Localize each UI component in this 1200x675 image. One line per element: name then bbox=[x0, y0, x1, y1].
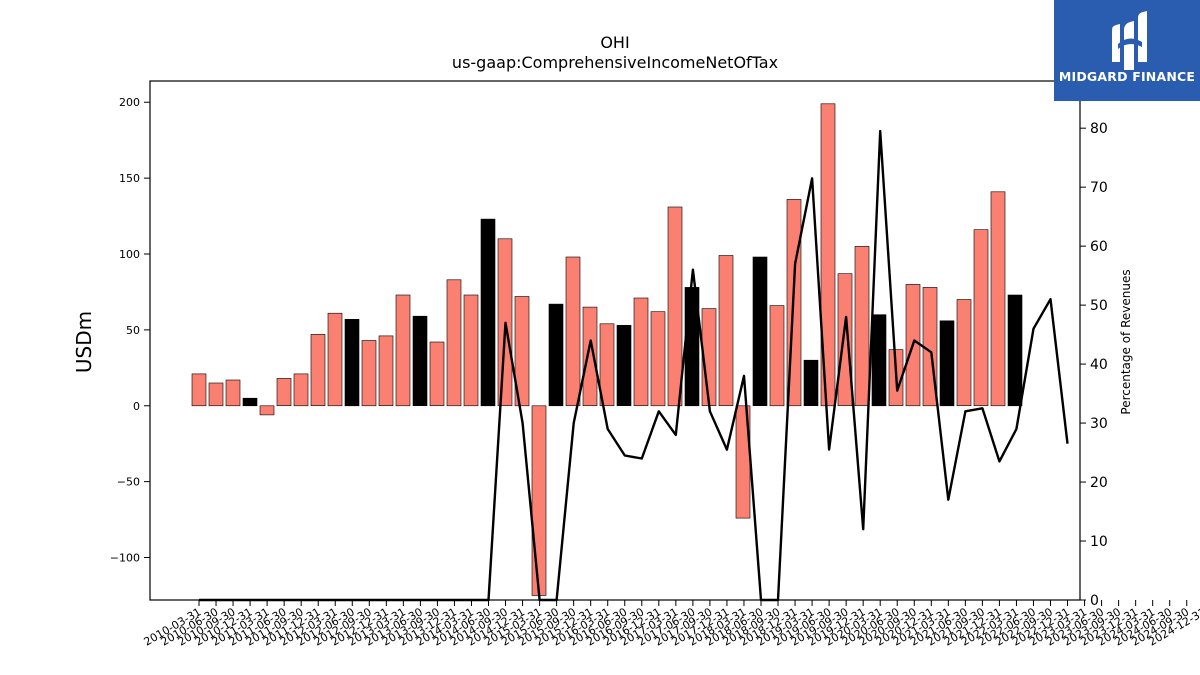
y-axis: −100 −50 0 50 100 150 200 bbox=[110, 96, 150, 565]
bar bbox=[973, 229, 989, 406]
bar bbox=[208, 382, 224, 407]
bar bbox=[361, 340, 377, 407]
bar bbox=[582, 306, 598, 407]
bar bbox=[667, 206, 683, 407]
bar bbox=[871, 314, 887, 407]
bar bbox=[293, 373, 309, 407]
bar bbox=[429, 341, 445, 407]
y-tick-label: −100 bbox=[110, 552, 140, 565]
bar bbox=[837, 273, 853, 407]
bar bbox=[650, 311, 666, 407]
bar bbox=[548, 303, 564, 407]
y2-tick-label: 20 bbox=[1090, 475, 1108, 491]
bar bbox=[412, 315, 428, 407]
y2-tick-label: 0 bbox=[1090, 593, 1099, 609]
y2-tick-label: 80 bbox=[1090, 121, 1108, 137]
bar bbox=[633, 297, 649, 406]
bar bbox=[463, 294, 479, 407]
bar bbox=[990, 191, 1006, 407]
y2-tick-label: 10 bbox=[1090, 534, 1108, 550]
y2-axis-label: Percentage of Revenues bbox=[1119, 269, 1133, 414]
bar bbox=[565, 256, 581, 406]
bar bbox=[752, 256, 768, 406]
bar bbox=[242, 397, 258, 407]
bar bbox=[395, 294, 411, 407]
y2-axis: 0 10 20 30 40 50 60 70 80 bbox=[1080, 121, 1108, 609]
bar bbox=[854, 246, 870, 406]
bar bbox=[616, 324, 632, 406]
bar bbox=[446, 279, 462, 407]
y2-tick-label: 70 bbox=[1090, 180, 1108, 196]
y-tick-label: 0 bbox=[133, 400, 140, 413]
y2-tick-label: 30 bbox=[1090, 416, 1108, 432]
bar bbox=[939, 320, 955, 407]
y2-tick-label: 50 bbox=[1090, 298, 1108, 314]
bar bbox=[718, 255, 734, 406]
y-tick-label: 50 bbox=[126, 324, 140, 337]
bar bbox=[344, 318, 360, 407]
bar bbox=[1007, 294, 1023, 407]
bar bbox=[378, 335, 394, 406]
bar bbox=[769, 305, 785, 407]
x-axis: 2010-03-312010-06-302010-09-302010-12-31… bbox=[142, 600, 1200, 649]
logo-mark-icon bbox=[1112, 11, 1147, 70]
bar bbox=[514, 296, 530, 407]
brand-logo-text: MIDGARD FINANCE bbox=[1058, 69, 1196, 84]
bar bbox=[803, 359, 819, 407]
brand-logo: MIDGARD FINANCE bbox=[1054, 0, 1200, 101]
y-tick-label: 100 bbox=[119, 248, 140, 261]
plot-frame bbox=[149, 80, 1081, 601]
bar bbox=[225, 379, 241, 407]
y-axis-label: USDm bbox=[72, 311, 96, 373]
chart-subtitle: us-gaap:ComprehensiveIncomeNetOfTax bbox=[452, 53, 778, 72]
bar bbox=[327, 312, 343, 407]
y-tick-label: 200 bbox=[119, 96, 140, 109]
bars-layer bbox=[191, 103, 1023, 596]
bar bbox=[276, 378, 292, 406]
bar bbox=[480, 218, 496, 407]
bar bbox=[820, 103, 836, 407]
bar bbox=[956, 299, 972, 406]
bar bbox=[599, 323, 615, 406]
bar bbox=[259, 405, 275, 416]
y2-tick-label: 40 bbox=[1090, 357, 1108, 373]
y-tick-label: 150 bbox=[119, 172, 140, 185]
bar bbox=[191, 373, 207, 407]
y-tick-label: −50 bbox=[117, 476, 140, 489]
y2-tick-label: 60 bbox=[1090, 239, 1108, 255]
bar bbox=[310, 334, 326, 406]
bar bbox=[531, 405, 547, 596]
chart-title: OHI bbox=[600, 33, 629, 52]
